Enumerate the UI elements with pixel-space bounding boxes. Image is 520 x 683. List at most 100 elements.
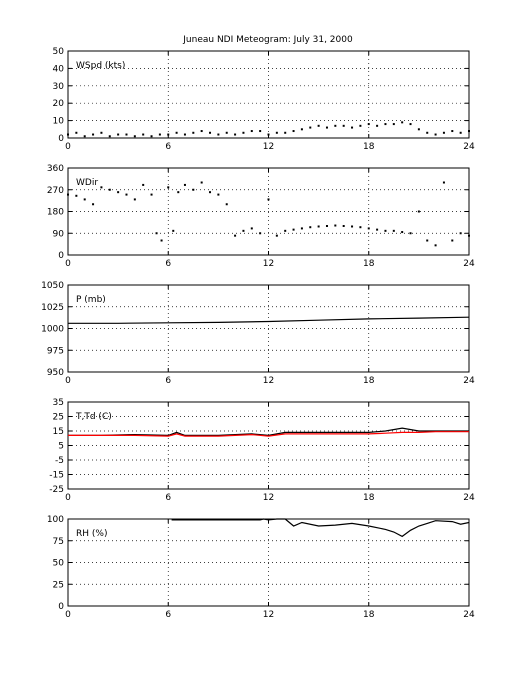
data-point — [175, 131, 178, 134]
data-point — [275, 234, 278, 237]
data-point — [125, 133, 128, 136]
data-point — [75, 194, 78, 197]
data-point — [150, 193, 153, 196]
data-point — [225, 131, 228, 134]
y-tick-label: 5 — [58, 442, 64, 452]
data-point — [75, 131, 78, 134]
x-tick-label: 12 — [263, 376, 274, 386]
x-tick-label: 18 — [363, 142, 375, 152]
data-point — [172, 229, 175, 232]
y-tick-label: 10 — [53, 117, 65, 127]
panel-5: 0 25 50 75 100 0 6 12 18 24 RH (%) — [47, 515, 475, 620]
y-tick-label: 50 — [53, 559, 65, 569]
y-tick-label: 50 — [53, 47, 65, 57]
data-point — [451, 130, 454, 133]
data-point — [234, 234, 237, 237]
data-point — [117, 133, 120, 136]
data-point — [209, 131, 212, 134]
data-point — [83, 135, 86, 138]
y-tick-label: 40 — [53, 64, 65, 74]
data-point — [200, 130, 203, 133]
data-point — [209, 191, 212, 194]
data-point — [125, 193, 128, 196]
y-tick-label: 90 — [53, 229, 65, 239]
data-point — [275, 131, 278, 134]
panel-3: 950 975 1000 1025 1050 0 6 12 18 24 P (mb) — [41, 281, 475, 386]
data-point — [117, 191, 120, 194]
data-point — [234, 133, 237, 136]
x-tick-label: 6 — [165, 610, 171, 620]
data-point — [459, 232, 462, 235]
data-point — [384, 229, 387, 232]
x-tick-label: 18 — [363, 259, 375, 269]
series-line-1 — [68, 316, 470, 324]
x-tick-label: 6 — [165, 142, 171, 152]
panel-label: WDir — [76, 178, 98, 188]
data-point — [100, 131, 103, 134]
data-point — [426, 131, 429, 134]
data-point — [459, 131, 462, 134]
data-point — [342, 124, 345, 127]
x-tick-label: 24 — [463, 610, 475, 620]
y-tick-label: 1050 — [41, 281, 64, 291]
data-point — [155, 232, 158, 235]
y-tick-label: -25 — [49, 485, 64, 495]
x-tick-label: 18 — [363, 610, 375, 620]
data-point — [92, 203, 95, 206]
data-point — [317, 225, 320, 228]
y-tick-label: 270 — [47, 186, 64, 196]
data-point — [183, 183, 186, 186]
data-point — [392, 229, 395, 232]
x-tick-label: 0 — [65, 259, 71, 269]
data-point — [351, 225, 354, 228]
x-tick-label: 6 — [165, 376, 171, 386]
data-point — [158, 133, 161, 136]
data-point — [325, 225, 328, 227]
x-tick-label: 18 — [363, 493, 375, 503]
data-point — [242, 229, 245, 232]
panel-1: 0 10 20 30 40 50 0 6 12 18 24 WSpd (kts) — [53, 47, 475, 152]
data-point — [192, 131, 195, 134]
data-point — [284, 131, 287, 134]
data-point — [434, 244, 437, 247]
data-point — [92, 133, 95, 136]
y-tick-label: 25 — [53, 413, 64, 423]
data-point — [367, 123, 370, 126]
x-tick-label: 12 — [263, 259, 274, 269]
data-point — [259, 232, 262, 235]
y-tick-label: 30 — [53, 82, 65, 92]
y-tick-label: 0 — [58, 134, 64, 144]
series-line-1 — [171, 518, 470, 538]
y-tick-label: 950 — [47, 368, 64, 378]
figure-title: Juneau NDI Meteogram: July 31, 2000 — [182, 35, 353, 45]
data-point — [451, 239, 454, 242]
data-point — [359, 124, 362, 127]
data-point — [133, 198, 136, 201]
panel-label: RH (%) — [76, 529, 107, 539]
x-tick-label: 0 — [65, 376, 71, 386]
x-tick-label: 24 — [463, 259, 475, 269]
y-tick-label: -15 — [49, 471, 64, 481]
data-point — [108, 188, 111, 191]
data-point — [267, 198, 270, 201]
data-point — [259, 130, 262, 133]
data-point — [351, 126, 354, 129]
data-point — [292, 130, 295, 133]
data-point — [417, 210, 420, 213]
y-tick-label: 0 — [58, 602, 64, 612]
data-point — [160, 239, 163, 242]
panel-4: -25 -15 -5 5 15 25 35 0 6 12 18 24 T,Td (C) — [49, 398, 475, 503]
data-point — [183, 133, 186, 136]
data-point — [384, 123, 387, 126]
x-tick-label: 6 — [165, 493, 171, 503]
x-tick-label: 0 — [65, 493, 71, 503]
y-tick-label: 100 — [47, 515, 64, 525]
data-point — [217, 193, 220, 196]
x-tick-label: 0 — [65, 142, 71, 152]
data-point — [100, 186, 103, 189]
data-point — [267, 133, 270, 136]
data-point — [359, 226, 362, 229]
x-tick-label: 12 — [263, 493, 274, 503]
data-point — [192, 188, 195, 191]
data-point — [468, 234, 470, 237]
